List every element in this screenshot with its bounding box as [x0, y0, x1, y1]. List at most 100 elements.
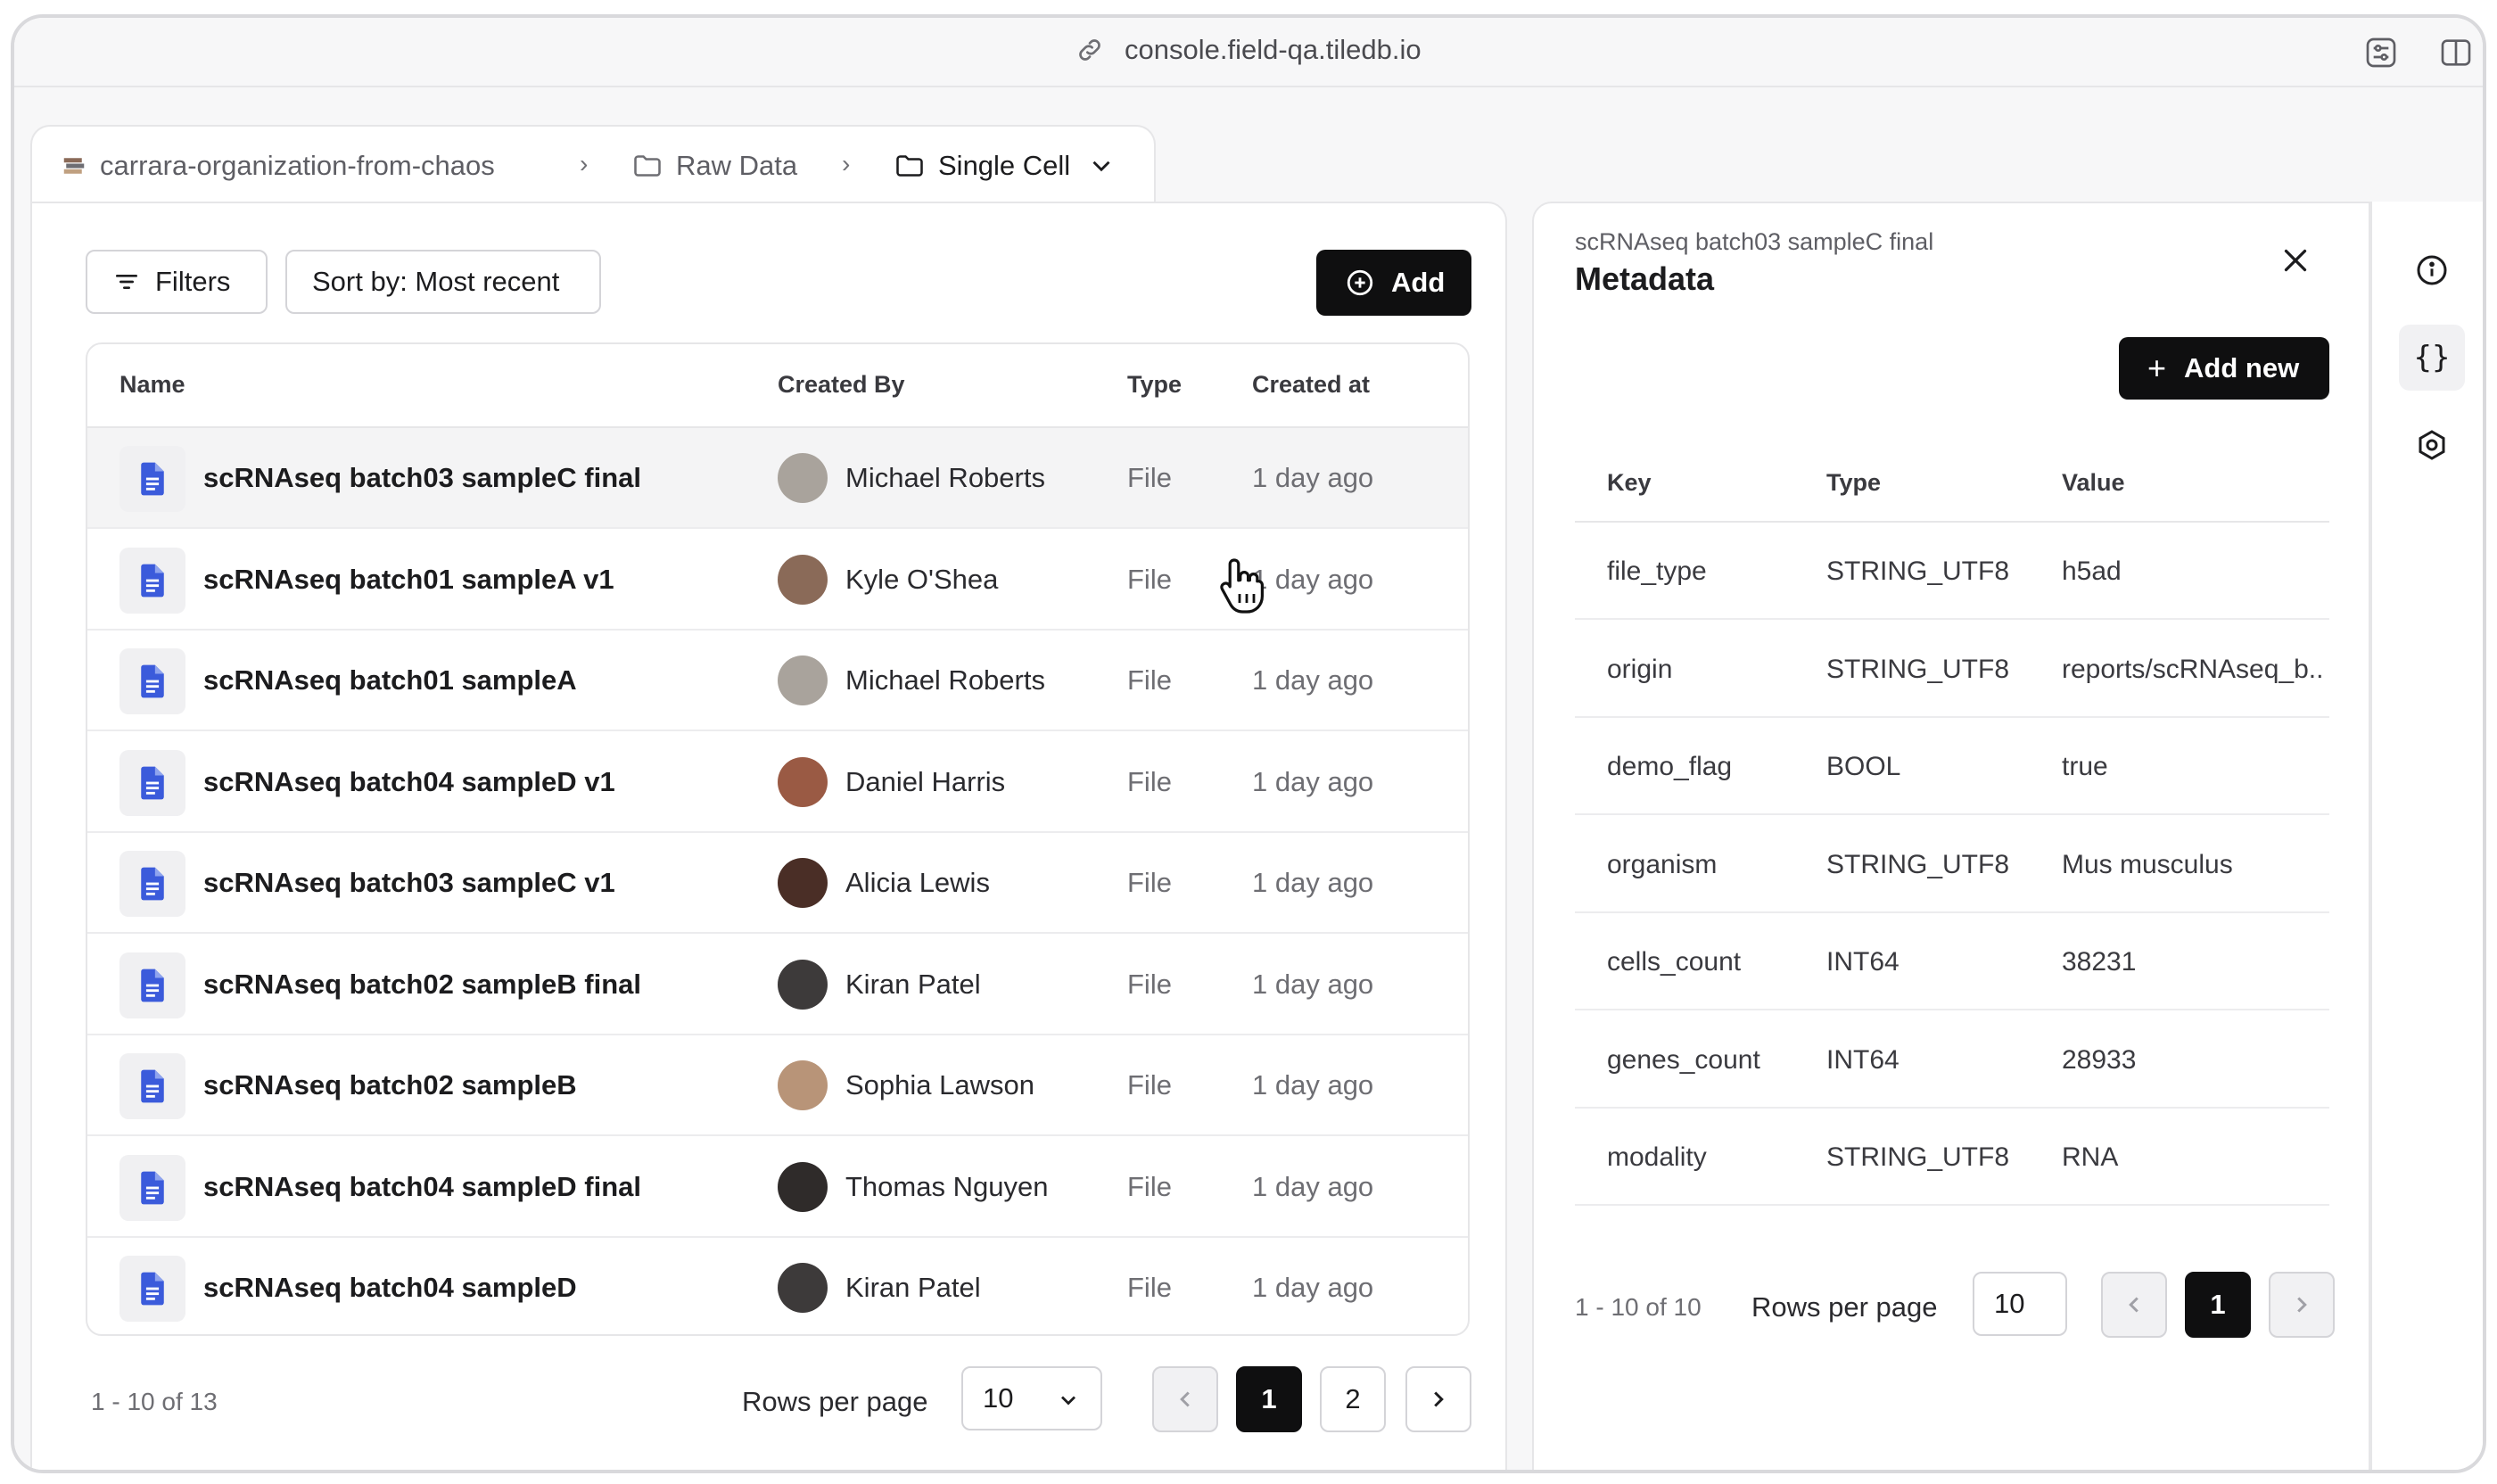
column-header-key: Key	[1607, 469, 1652, 496]
metadata-row[interactable]: genes_count INT64 28933	[1575, 1011, 2329, 1109]
page-button-2[interactable]: 2	[1320, 1366, 1386, 1432]
hand-pointer-cursor-icon	[1220, 558, 1264, 614]
pagination-summary: 1 - 10 of 13	[91, 1388, 218, 1415]
table-row[interactable]: scRNAseq batch01 sampleA Michael Roberts F…	[87, 631, 1468, 731]
column-header-type: Type	[1826, 469, 1882, 496]
metadata-type: INT64	[1826, 1044, 1900, 1075]
metadata-previous-page-button[interactable]	[2101, 1272, 2167, 1338]
metadata-next-page-button[interactable]	[2269, 1272, 2335, 1338]
avatar	[778, 655, 828, 705]
chevron-right-icon: ›	[580, 150, 589, 177]
created-at: 1 day ago	[1252, 1170, 1374, 1202]
table-row[interactable]: scRNAseq batch03 sampleC final Michael Ro…	[87, 428, 1468, 529]
file-name[interactable]: scRNAseq batch04 sampleD v1	[203, 765, 615, 797]
metadata-type: INT64	[1826, 947, 1900, 977]
file-name[interactable]: scRNAseq batch03 sampleC v1	[203, 867, 615, 898]
table-row[interactable]: scRNAseq batch04 sampleD final Thomas Ngu…	[87, 1137, 1468, 1238]
add-new-button[interactable]: + Add new	[2119, 337, 2329, 400]
created-by: Michael Roberts	[845, 462, 1045, 493]
info-button[interactable]	[2399, 237, 2465, 303]
close-icon[interactable]	[2279, 244, 2312, 276]
app-content: carrara-organization-from-chaos › Raw Da…	[14, 87, 2483, 1470]
table-row[interactable]: scRNAseq batch01 sampleA v1 Kyle O'Shea Fi…	[87, 530, 1468, 631]
created-by: Alicia Lewis	[845, 867, 990, 898]
sort-label: Sort by: Most recent	[312, 266, 560, 297]
sort-button[interactable]: Sort by: Most recent	[285, 250, 601, 314]
table-row[interactable]: scRNAseq batch04 sampleD Kiran Patel File 1…	[87, 1238, 1468, 1334]
avatar	[778, 1263, 828, 1313]
metadata-rows-per-page-input[interactable]: 10	[1973, 1272, 2067, 1336]
sidebar-toggle-icon[interactable]	[2438, 35, 2474, 70]
file-type: File	[1127, 765, 1172, 797]
metadata-type: BOOL	[1826, 752, 1901, 781]
add-button[interactable]: Add	[1316, 250, 1471, 316]
metadata-row[interactable]: origin STRING_UTF8 reports/scRNAseq_b..	[1575, 621, 2329, 718]
folder-icon	[896, 155, 923, 177]
created-at: 1 day ago	[1252, 1272, 1374, 1303]
avatar	[778, 1161, 828, 1212]
previous-page-button[interactable]	[1152, 1366, 1218, 1432]
info-icon	[2417, 255, 2447, 285]
file-type: File	[1127, 462, 1172, 493]
page-button-1[interactable]: 1	[1236, 1366, 1302, 1432]
url-text: console.field-qa.tiledb.io	[1125, 33, 1422, 65]
metadata-value: true	[2062, 752, 2108, 781]
metadata-value: RNA	[2062, 1142, 2119, 1172]
created-by: Michael Roberts	[845, 664, 1045, 696]
file-name[interactable]: scRNAseq batch02 sampleB	[203, 1069, 577, 1101]
file-name[interactable]: scRNAseq batch04 sampleD final	[203, 1170, 642, 1202]
file-type: File	[1127, 1069, 1172, 1101]
metadata-row[interactable]: file_type STRING_UTF8 h5ad	[1575, 523, 2329, 620]
metadata-row[interactable]: cells_count INT64 38231	[1575, 913, 2329, 1010]
file-name[interactable]: scRNAseq batch03 sampleC final	[203, 462, 642, 493]
file-document-icon	[119, 648, 185, 714]
file-name[interactable]: scRNAseq batch01 sampleA v1	[203, 563, 614, 595]
breadcrumb-organization[interactable]: carrara-organization-from-chaos	[61, 146, 495, 186]
column-header-type[interactable]: Type	[1127, 371, 1183, 398]
chevron-down-icon[interactable]	[1086, 151, 1117, 181]
settings-button[interactable]	[2399, 412, 2465, 478]
metadata-panel-title: Metadata	[1575, 260, 1715, 297]
json-braces-icon: {}	[2413, 340, 2451, 375]
created-at: 1 day ago	[1252, 664, 1374, 696]
file-document-icon	[119, 749, 185, 816]
created-by: Thomas Nguyen	[845, 1170, 1049, 1202]
rows-per-page-select[interactable]: 10	[961, 1366, 1102, 1430]
page-settings-icon[interactable]	[2363, 35, 2399, 70]
address-bar[interactable]: console.field-qa.tiledb.io	[14, 32, 2483, 66]
metadata-rows-per-page-label: Rows per page	[1751, 1291, 1938, 1323]
file-name[interactable]: scRNAseq batch02 sampleB final	[203, 968, 642, 1000]
breadcrumb-raw-data[interactable]: Raw Data	[631, 146, 797, 186]
metadata-key: cells_count	[1607, 947, 1742, 977]
column-header-created-at[interactable]: Created at	[1252, 371, 1371, 398]
metadata-row[interactable]: organism STRING_UTF8 Mus musculus	[1575, 816, 2329, 913]
column-header-name[interactable]: Name	[119, 371, 185, 398]
metadata-row[interactable]: demo_flag BOOL true	[1575, 718, 2329, 815]
chevron-down-icon	[1061, 1396, 1075, 1406]
metadata-row[interactable]: modality STRING_UTF8 RNA	[1575, 1109, 2329, 1206]
file-name[interactable]: scRNAseq batch04 sampleD	[203, 1272, 577, 1303]
next-page-button[interactable]	[1405, 1366, 1471, 1432]
table-row[interactable]: scRNAseq batch03 sampleC v1 Alicia Lewis F…	[87, 833, 1468, 934]
json-metadata-button[interactable]: {}	[2399, 325, 2465, 391]
chevron-right-icon	[1434, 1391, 1444, 1407]
file-type: File	[1127, 1272, 1172, 1303]
avatar	[778, 453, 828, 503]
metadata-key: origin	[1607, 654, 1673, 684]
side-rail: {}	[2370, 202, 2483, 1470]
metadata-value: 38231	[2062, 947, 2137, 977]
file-name[interactable]: scRNAseq batch01 sampleA	[203, 664, 577, 696]
created-at: 1 day ago	[1252, 968, 1374, 1000]
add-label: Add	[1391, 267, 1446, 298]
metadata-rows-per-page-value: 10	[1994, 1288, 2025, 1319]
filters-button[interactable]: Filters	[86, 250, 268, 314]
avatar	[778, 554, 828, 605]
file-list-panel: Filters Sort by: Most recent Add Name Cr…	[30, 202, 1507, 1470]
column-header-created-by[interactable]: Created By	[778, 371, 905, 398]
table-row[interactable]: scRNAseq batch02 sampleB Sophia Lawson Fil…	[87, 1035, 1468, 1136]
breadcrumb-single-cell[interactable]: Single Cell	[894, 146, 1117, 186]
metadata-page-button-1[interactable]: 1	[2185, 1272, 2251, 1338]
metadata-pagination-summary: 1 - 10 of 10	[1575, 1293, 1702, 1321]
table-row[interactable]: scRNAseq batch02 sampleB final Kiran Pate…	[87, 935, 1468, 1035]
table-row[interactable]: scRNAseq batch04 sampleD v1 Daniel Harris…	[87, 732, 1468, 833]
